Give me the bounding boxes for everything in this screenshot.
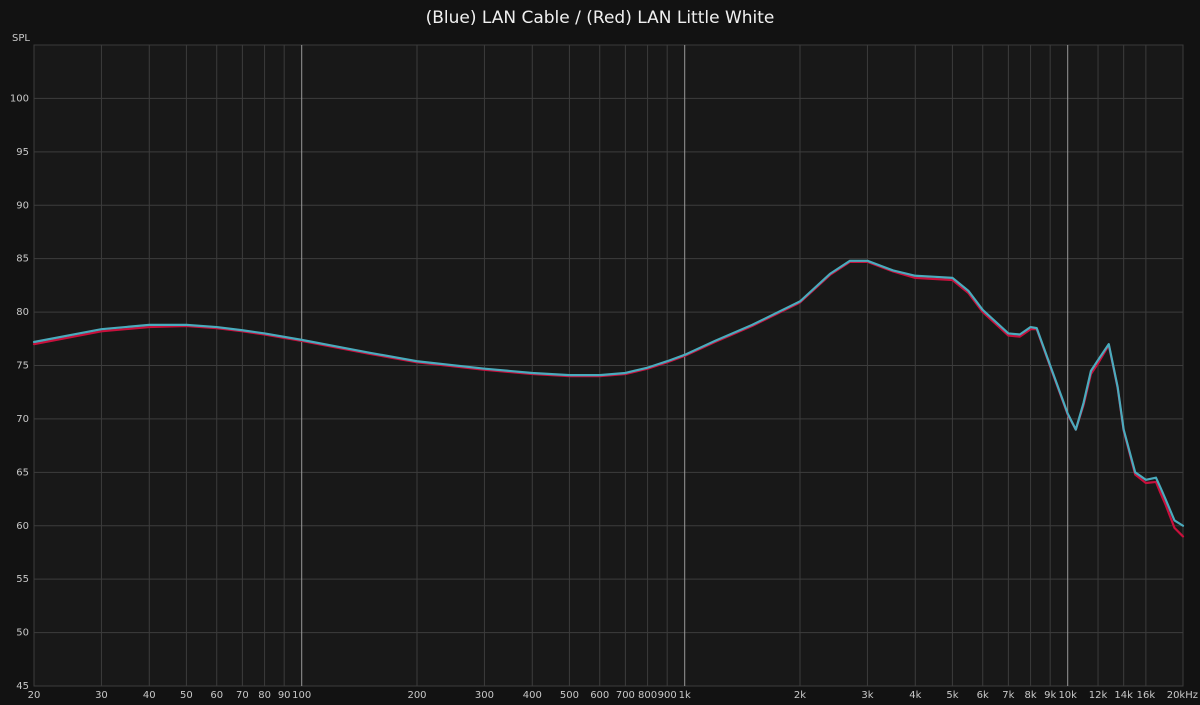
x-tick-label: 2k [794, 690, 806, 701]
x-tick-label: 12k [1089, 690, 1108, 701]
x-tick-label: 8k [1025, 690, 1037, 701]
x-tick-label: 900 [658, 690, 677, 701]
y-tick-label: 90 [16, 200, 29, 211]
chart-title: (Blue) LAN Cable / (Red) LAN Little Whit… [426, 8, 775, 28]
y-tick-label: 85 [16, 254, 29, 265]
y-tick-label: 100 [10, 93, 29, 104]
x-tick-label: 400 [523, 690, 542, 701]
x-tick-label: 40 [143, 690, 156, 701]
x-tick-label: 700 [616, 690, 635, 701]
x-tick-label: 20 [28, 690, 41, 701]
y-tick-label: 75 [16, 361, 29, 372]
y-tick-label: 65 [16, 467, 29, 478]
x-tick-label: 30 [95, 690, 108, 701]
y-tick-label: 60 [16, 521, 29, 532]
y-tick-label: 80 [16, 307, 29, 318]
frequency-response-line [32, 259, 1185, 527]
x-tick-label: 14k [1114, 690, 1133, 701]
x-tick-label: 6k [977, 690, 989, 701]
x-tick-label: 7k [1002, 690, 1014, 701]
x-tick-label: 10k [1058, 690, 1077, 701]
y-tick-label: 70 [16, 414, 29, 425]
x-tick-label: 600 [590, 690, 609, 701]
x-tick-label: 4k [909, 690, 921, 701]
x-tick-label: 200 [407, 690, 426, 701]
x-tick-label: 100 [292, 690, 311, 701]
x-tick-label: 5k [946, 690, 958, 701]
x-tick-label: 3k [861, 690, 873, 701]
x-tick-label: 800 [638, 690, 657, 701]
x-tick-label: 16k [1137, 690, 1156, 701]
x-tick-label: 90 [278, 690, 291, 701]
x-tick-label: 300 [475, 690, 494, 701]
x-tick-label: 1k [679, 690, 691, 701]
y-axis-label: SPL [12, 33, 30, 44]
x-tick-label: 20kHz [1167, 690, 1198, 701]
x-tick-label: 9k [1044, 690, 1056, 701]
x-tick-label: 500 [560, 690, 579, 701]
y-tick-label: 55 [16, 574, 29, 585]
x-tick-label: 50 [180, 690, 193, 701]
y-tick-label: 45 [16, 681, 29, 692]
labels: 45 50 55 60 65 70 75 80 85 90 95 100 20 30 40 50 60 70 80 9… [10, 93, 1198, 701]
y-tick-label: 50 [16, 628, 29, 639]
grid [33, 45, 1184, 687]
lines [32, 259, 1185, 538]
y-tick-label: 95 [16, 147, 29, 158]
x-tick-label: 60 [210, 690, 223, 701]
x-tick-label: 70 [236, 690, 249, 701]
x-tick-label: 80 [258, 690, 271, 701]
